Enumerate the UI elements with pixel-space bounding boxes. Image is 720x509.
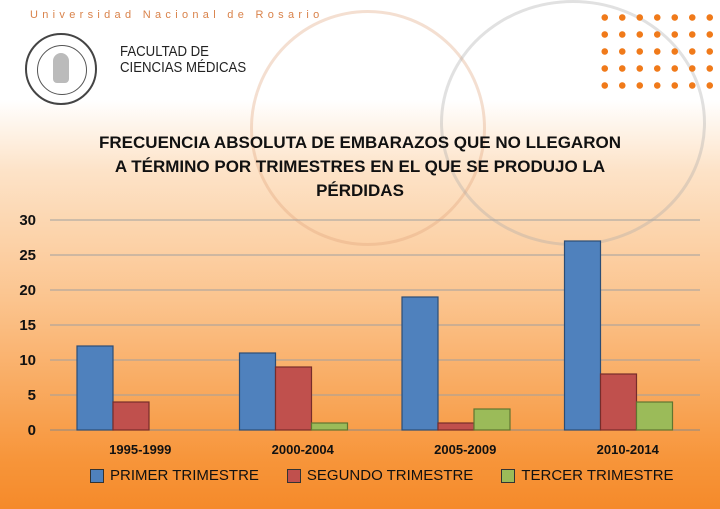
- title-line: PÉRDIDAS: [316, 181, 404, 200]
- legend-swatch: [501, 468, 516, 483]
- legend-item-primer: PRIMER TRIMESTRE: [90, 467, 259, 484]
- legend-item-segundo: SEGUNDO TRIMESTRE: [286, 467, 474, 484]
- bar-primer-trimestre: [238, 352, 277, 431]
- bar-segundo-trimestre: [599, 373, 638, 431]
- x-tick-label: 1995-1999: [109, 442, 171, 457]
- y-tick-label: 10: [19, 352, 36, 369]
- legend-label: PRIMER TRIMESTRE: [110, 467, 259, 484]
- y-tick-label: 30: [19, 212, 36, 229]
- bar-segundo-trimestre: [437, 422, 475, 431]
- legend-label: TERCER TRIMESTRE: [521, 467, 674, 484]
- title-line: FRECUENCIA ABSOLUTA DE EMBARAZOS QUE NO …: [99, 133, 621, 152]
- bar-segundo-trimestre: [112, 401, 150, 431]
- y-tick-label: 5: [28, 387, 36, 404]
- bar-primer-trimestre: [563, 240, 602, 431]
- x-tick-label: 2010-2014: [597, 442, 660, 457]
- bar-primer-trimestre: [76, 345, 114, 431]
- y-tick-label: 0: [28, 422, 36, 439]
- x-tick-label: 2005-2009: [434, 442, 496, 457]
- legend-swatch: [286, 468, 301, 483]
- y-tick-label: 15: [19, 317, 36, 334]
- bar-tercer-trimestre: [473, 408, 511, 431]
- chart-title: FRECUENCIA ABSOLUTA DE EMBARAZOS QUE NO …: [60, 131, 660, 203]
- title-line: A TÉRMINO POR TRIMESTRES EN EL QUE SE PR…: [114, 157, 606, 176]
- faculty-logo: [25, 33, 97, 105]
- legend: PRIMER TRIMESTRE SEGUNDO TRIMESTRE TERCE…: [90, 467, 674, 484]
- bar-segundo-trimestre: [274, 366, 313, 431]
- faculty-name: FACULTAD DE CIENCIAS MÉDICAS: [120, 44, 246, 76]
- bar-primer-trimestre: [401, 296, 439, 431]
- y-tick-label: 25: [19, 247, 36, 264]
- dots-decoration: [596, 9, 716, 89]
- bar-tercer-trimestre: [310, 422, 349, 431]
- faculty-line-2: CIENCIAS MÉDICAS: [120, 59, 247, 76]
- legend-label: SEGUNDO TRIMESTRE: [306, 467, 474, 484]
- y-tick-label: 20: [19, 282, 36, 299]
- bar-tercer-trimestre: [635, 401, 674, 431]
- legend-swatch: [90, 468, 104, 483]
- x-tick-label: 2000-2004: [272, 442, 335, 457]
- university-name: Universidad Nacional de Rosario: [30, 9, 324, 21]
- faculty-line-1: FACULTAD DE: [120, 43, 210, 60]
- legend-item-tercer: TERCER TRIMESTRE: [501, 467, 674, 484]
